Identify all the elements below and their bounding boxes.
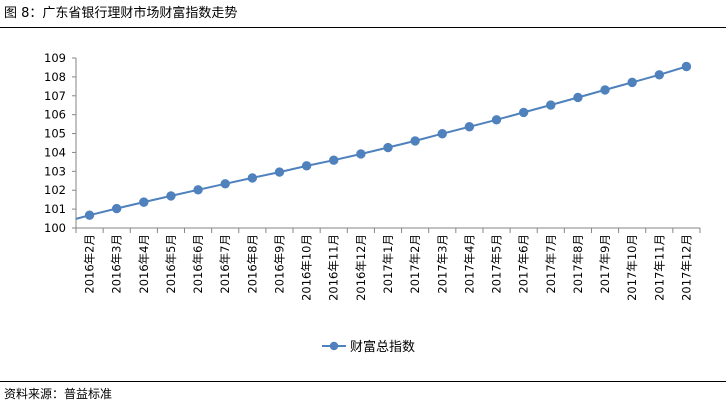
data-point [654,70,665,80]
legend-marker [329,341,339,351]
data-point [546,100,556,110]
y-tick-label: 107 [44,89,66,103]
data-point [464,122,475,132]
data-point [220,179,230,189]
data-point [301,161,312,171]
x-tick-label: 2017年1月 [381,234,395,294]
x-tick-label: 2017年10月 [625,234,639,301]
data-point [329,155,339,165]
x-tick-label: 2017年4月 [462,234,476,294]
data-point [274,167,285,177]
x-tick-label: 2017年6月 [517,234,531,294]
y-tick-label: 104 [44,145,66,159]
x-tick-label: 2016年6月 [191,234,205,294]
source-note: 资料来源：普益标准 [4,387,113,401]
data-point [573,92,583,103]
data-point [111,203,122,214]
data-point [600,85,610,95]
data-point [84,210,95,220]
chart-axes [75,58,700,229]
x-tick-label: 2016年9月 [272,234,286,294]
chart-legend: 财富总指数 [322,339,415,355]
figure-title: 图 8：广东省银行理财市场财富指数走势 [4,6,238,21]
x-tick-label: 2017年8月 [571,234,585,294]
x-tick-label: 2016年10月 [300,234,314,301]
x-tick-label: 2017年2月 [408,234,422,294]
x-tick-label: 2016年3月 [110,234,124,294]
title-divider [0,27,726,28]
x-tick-label: 2016年4月 [137,234,151,294]
x-tick-label: 2016年12月 [354,234,368,301]
chart-series [75,61,692,220]
data-point [410,136,420,146]
y-tick-label: 102 [44,183,66,197]
x-tick-label: 2016年5月 [164,234,178,294]
data-point [193,185,203,195]
data-point [627,77,637,88]
x-tick-label: 2016年2月 [83,234,97,294]
x-tick-label: 2016年7月 [218,234,232,294]
y-tick-label: 100 [44,221,66,235]
y-tick-label: 108 [44,70,66,84]
x-tick-label: 2017年3月 [435,234,449,294]
x-tick-label: 2017年12月 [679,234,693,301]
x-tick-label: 2017年7月 [544,234,558,294]
data-point [383,142,393,153]
y-tick-label: 109 [44,51,66,65]
data-point [166,191,176,201]
data-point [681,61,692,72]
data-point [247,173,258,183]
x-tick-label: 2016年11月 [327,234,341,301]
x-tick-label: 2017年5月 [490,234,504,294]
legend-label: 财富总指数 [350,339,415,355]
y-tick-label: 106 [44,108,66,122]
data-point [437,129,447,139]
y-tick-label: 103 [44,164,66,178]
data-point [356,149,366,159]
chart-ticks: 100 101 102 103 104 105 106 107 108 109 2016年2月 201… [44,51,701,301]
x-tick-label: 2016年8月 [245,234,259,294]
y-tick-label: 101 [44,202,66,216]
y-tick-label: 105 [44,127,66,141]
data-point [518,107,529,118]
x-tick-label: 2017年9月 [598,234,612,294]
source-divider [0,381,726,382]
data-point [491,115,502,125]
x-tick-label: 2017年11月 [652,234,666,301]
data-point [139,197,149,207]
